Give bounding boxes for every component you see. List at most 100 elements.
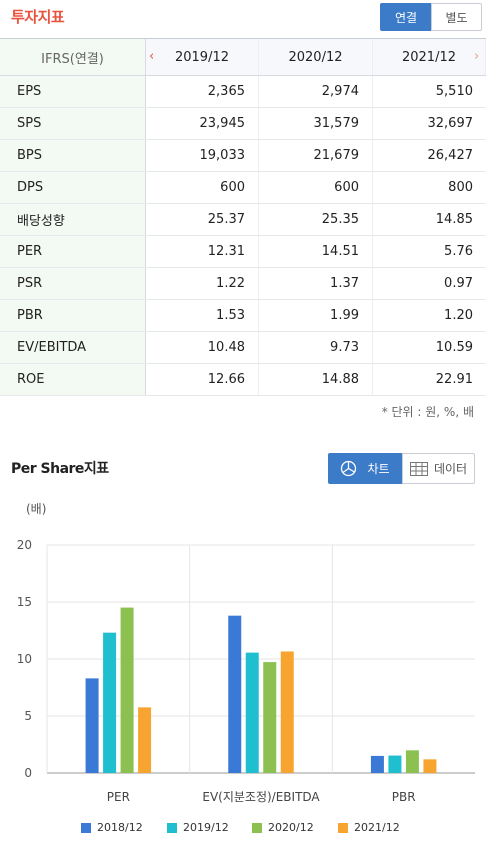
table-cell: 5.76 — [444, 244, 473, 259]
table-cell: 9.73 — [259, 332, 373, 363]
table-cell: 5,510 — [435, 84, 473, 99]
unit-note: * 단위 : 원, %, 배 — [381, 405, 474, 419]
row-label: PBR — [0, 300, 146, 331]
per-share-bar-chart: (배) 0 5 10 15 20 PER EV(지분조정)/EBITDA PBR — [17, 502, 475, 804]
table-row: PER 12.31 14.51 5.76 — [0, 236, 486, 268]
row-label: DPS — [0, 172, 146, 203]
table-cell: 25.35 — [259, 204, 373, 235]
table-cell: 800 — [448, 180, 473, 195]
legend-swatch — [252, 822, 262, 833]
bar — [245, 652, 259, 773]
table-row: ROE 12.66 14.88 22.91 — [0, 364, 486, 396]
separate-toggle-button[interactable]: 별도 — [431, 3, 482, 31]
row-label: SPS — [0, 108, 146, 139]
bar — [280, 651, 294, 773]
table-cell: 21,679 — [259, 140, 373, 171]
legend-swatch — [338, 822, 348, 833]
y-axis-unit-label: (배) — [26, 502, 46, 516]
bar — [423, 759, 437, 773]
bar — [388, 755, 402, 773]
investment-indicator-table: IFRS(연결) 2019/12 2020/12 2021/12 ‹ › EPS… — [0, 38, 486, 396]
legend-swatch — [81, 822, 91, 833]
table-cell: 23,945 — [146, 108, 259, 139]
consolidated-toggle-button[interactable]: 연결 — [380, 3, 432, 31]
table-cell: 25.37 — [146, 204, 259, 235]
bar — [85, 678, 99, 773]
table-row: EV/EBITDA 10.48 9.73 10.59 — [0, 332, 486, 364]
column-header: 2021/12 — [373, 39, 486, 75]
chart-legend: 2018/12 2019/12 2020/12 2021/12 — [0, 821, 486, 839]
table-body: EPS 2,365 2,974 5,510 SPS 23,945 31,579 32,697 B… — [0, 76, 486, 396]
column-header: 2020/12 — [259, 39, 373, 75]
bar — [120, 607, 134, 773]
table-cell: 14.88 — [259, 364, 373, 395]
row-label: EV/EBITDA — [0, 332, 146, 363]
table-corner-label: IFRS(연결) — [0, 39, 146, 75]
row-label: 배당성향 — [0, 204, 146, 235]
row-label: PSR — [0, 268, 146, 299]
legend-label: 2020/12 — [268, 821, 314, 834]
bar — [405, 750, 419, 773]
bar — [228, 615, 242, 773]
table-cell: 22.91 — [435, 372, 473, 387]
table-cell: 600 — [146, 172, 259, 203]
table-row: EPS 2,365 2,974 5,510 — [0, 76, 486, 108]
y-tick-label: 20 — [17, 538, 32, 552]
x-category-label: PBR — [392, 790, 416, 804]
table-row: PSR 1.22 1.37 0.97 — [0, 268, 486, 300]
table-cell: 19,033 — [146, 140, 259, 171]
legend-label: 2019/12 — [183, 821, 229, 834]
table-cell: 2,974 — [259, 76, 373, 107]
table-row: DPS 600 600 800 — [0, 172, 486, 204]
legend-item[interactable]: 2019/12 — [167, 821, 229, 834]
column-header: 2019/12 — [146, 39, 259, 75]
table-cell: 26,427 — [427, 148, 474, 163]
row-label: ROE — [0, 364, 146, 395]
next-period-arrow-icon[interactable]: › — [474, 49, 480, 64]
y-tick-label: 5 — [24, 709, 32, 723]
table-cell: 10.59 — [435, 340, 473, 355]
bar — [263, 662, 277, 773]
y-tick-label: 10 — [17, 652, 32, 666]
table-header-row: IFRS(연결) 2019/12 2020/12 2021/12 ‹ › — [0, 39, 486, 76]
table-cell: 1.53 — [146, 300, 259, 331]
data-view-button[interactable]: 데이터 — [402, 453, 475, 484]
chart-view-button[interactable]: 차트 — [328, 453, 402, 484]
prev-period-arrow-icon[interactable]: ‹ — [149, 49, 155, 64]
row-label: BPS — [0, 140, 146, 171]
page-title: 투자지표 — [11, 8, 65, 26]
y-tick-label: 15 — [17, 595, 32, 609]
legend-swatch — [167, 822, 177, 833]
chart-section-title: Per Share지표 — [11, 461, 109, 477]
x-category-label: PER — [107, 790, 130, 804]
table-cell: 12.31 — [146, 236, 259, 267]
table-cell: 0.97 — [444, 276, 473, 291]
table-row: PBR 1.53 1.99 1.20 — [0, 300, 486, 332]
table-cell: 1.99 — [259, 300, 373, 331]
pie-chart-icon — [341, 460, 357, 477]
bar — [370, 755, 384, 773]
table-cell: 14.51 — [259, 236, 373, 267]
x-category-label: EV(지분조정)/EBITDA — [202, 790, 320, 804]
legend-label: 2021/12 — [354, 821, 400, 834]
table-cell: 14.85 — [435, 212, 473, 227]
legend-item[interactable]: 2018/12 — [81, 821, 143, 834]
table-cell: 31,579 — [259, 108, 373, 139]
bar — [138, 707, 152, 773]
table-cell: 2,365 — [146, 76, 259, 107]
legend-item[interactable]: 2020/12 — [252, 821, 314, 834]
y-tick-label: 0 — [24, 766, 32, 780]
table-row: SPS 23,945 31,579 32,697 — [0, 108, 486, 140]
table-cell: 600 — [259, 172, 373, 203]
table-row: 배당성향 25.37 25.35 14.85 — [0, 204, 486, 236]
table-cell: 1.20 — [444, 308, 473, 323]
table-cell: 32,697 — [427, 116, 474, 131]
table-grid-icon — [409, 461, 428, 476]
data-view-label: 데이터 — [433, 462, 468, 476]
table-cell: 1.22 — [146, 268, 259, 299]
legend-item[interactable]: 2021/12 — [338, 821, 400, 834]
table-row: BPS 19,033 21,679 26,427 — [0, 140, 486, 172]
legend-label: 2018/12 — [97, 821, 143, 834]
row-label: EPS — [0, 76, 146, 107]
table-cell: 10.48 — [146, 332, 259, 363]
